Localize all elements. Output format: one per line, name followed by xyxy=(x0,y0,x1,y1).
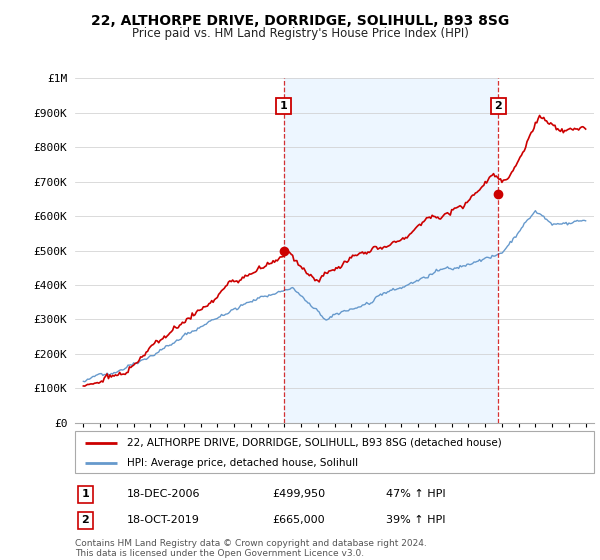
Text: 2: 2 xyxy=(82,515,89,525)
Text: £665,000: £665,000 xyxy=(272,515,325,525)
Text: 18-OCT-2019: 18-OCT-2019 xyxy=(127,515,200,525)
Text: 47% ↑ HPI: 47% ↑ HPI xyxy=(386,489,446,500)
Bar xyxy=(284,78,499,423)
FancyBboxPatch shape xyxy=(75,431,594,473)
Text: This data is licensed under the Open Government Licence v3.0.: This data is licensed under the Open Gov… xyxy=(75,549,364,558)
Text: 22, ALTHORPE DRIVE, DORRIDGE, SOLIHULL, B93 8SG: 22, ALTHORPE DRIVE, DORRIDGE, SOLIHULL, … xyxy=(91,14,509,28)
Text: 1: 1 xyxy=(280,101,287,111)
Text: 1: 1 xyxy=(82,489,89,500)
Text: 2: 2 xyxy=(494,101,502,111)
Text: Price paid vs. HM Land Registry's House Price Index (HPI): Price paid vs. HM Land Registry's House … xyxy=(131,27,469,40)
Text: HPI: Average price, detached house, Solihull: HPI: Average price, detached house, Soli… xyxy=(127,458,358,468)
Text: 18-DEC-2006: 18-DEC-2006 xyxy=(127,489,200,500)
Text: £499,950: £499,950 xyxy=(272,489,325,500)
Text: Contains HM Land Registry data © Crown copyright and database right 2024.: Contains HM Land Registry data © Crown c… xyxy=(75,539,427,548)
Text: 39% ↑ HPI: 39% ↑ HPI xyxy=(386,515,446,525)
Text: 22, ALTHORPE DRIVE, DORRIDGE, SOLIHULL, B93 8SG (detached house): 22, ALTHORPE DRIVE, DORRIDGE, SOLIHULL, … xyxy=(127,438,502,448)
